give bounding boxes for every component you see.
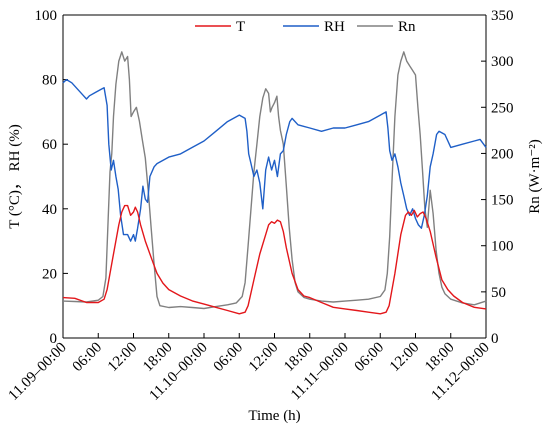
right-tick-label: 300 <box>491 54 514 70</box>
series-line-t <box>62 204 487 315</box>
left-tick-label: 80 <box>42 73 57 89</box>
right-axis-ticks: 0 50 100 150 200 250 300 350 <box>481 8 514 347</box>
left-tick-label: 100 <box>35 8 58 24</box>
x-tick-label: 12:00 <box>246 340 281 375</box>
right-tick-label: 50 <box>491 285 506 301</box>
x-tick-label: 06:00 <box>352 340 387 375</box>
series-lines <box>62 51 487 315</box>
x-tick-label: 12:00 <box>105 340 140 375</box>
x-tick-label: 06:00 <box>70 340 105 375</box>
series-line-rn <box>62 51 487 310</box>
left-tick-label: 20 <box>42 266 57 282</box>
left-tick-label: 0 <box>50 331 58 347</box>
right-tick-label: 350 <box>491 8 514 24</box>
legend: T RH Rn <box>195 19 416 35</box>
left-axis-ticks: 0 20 40 60 80 100 <box>35 8 68 347</box>
left-tick-label: 40 <box>42 202 57 218</box>
right-tick-label: 150 <box>491 193 514 209</box>
right-tick-label: 100 <box>491 239 514 255</box>
right-tick-label: 250 <box>491 100 514 116</box>
left-tick-label: 60 <box>42 137 57 153</box>
right-tick-label: 200 <box>491 146 514 162</box>
legend-label-rh: RH <box>324 19 345 35</box>
legend-label-t: T <box>236 19 245 35</box>
x-axis-title: Time (h) <box>248 408 300 424</box>
x-tick-label: 12:00 <box>387 340 422 375</box>
right-tick-label: 0 <box>491 331 499 347</box>
legend-label-rn: Rn <box>398 19 416 35</box>
x-tick-label: 11.09–00:00 <box>6 340 70 404</box>
right-y-axis-title: Rn (W·m⁻²) <box>527 139 543 213</box>
x-tick-label: 06:00 <box>211 340 246 375</box>
left-y-axis-title: T (°C)， RH (%) <box>7 124 23 228</box>
